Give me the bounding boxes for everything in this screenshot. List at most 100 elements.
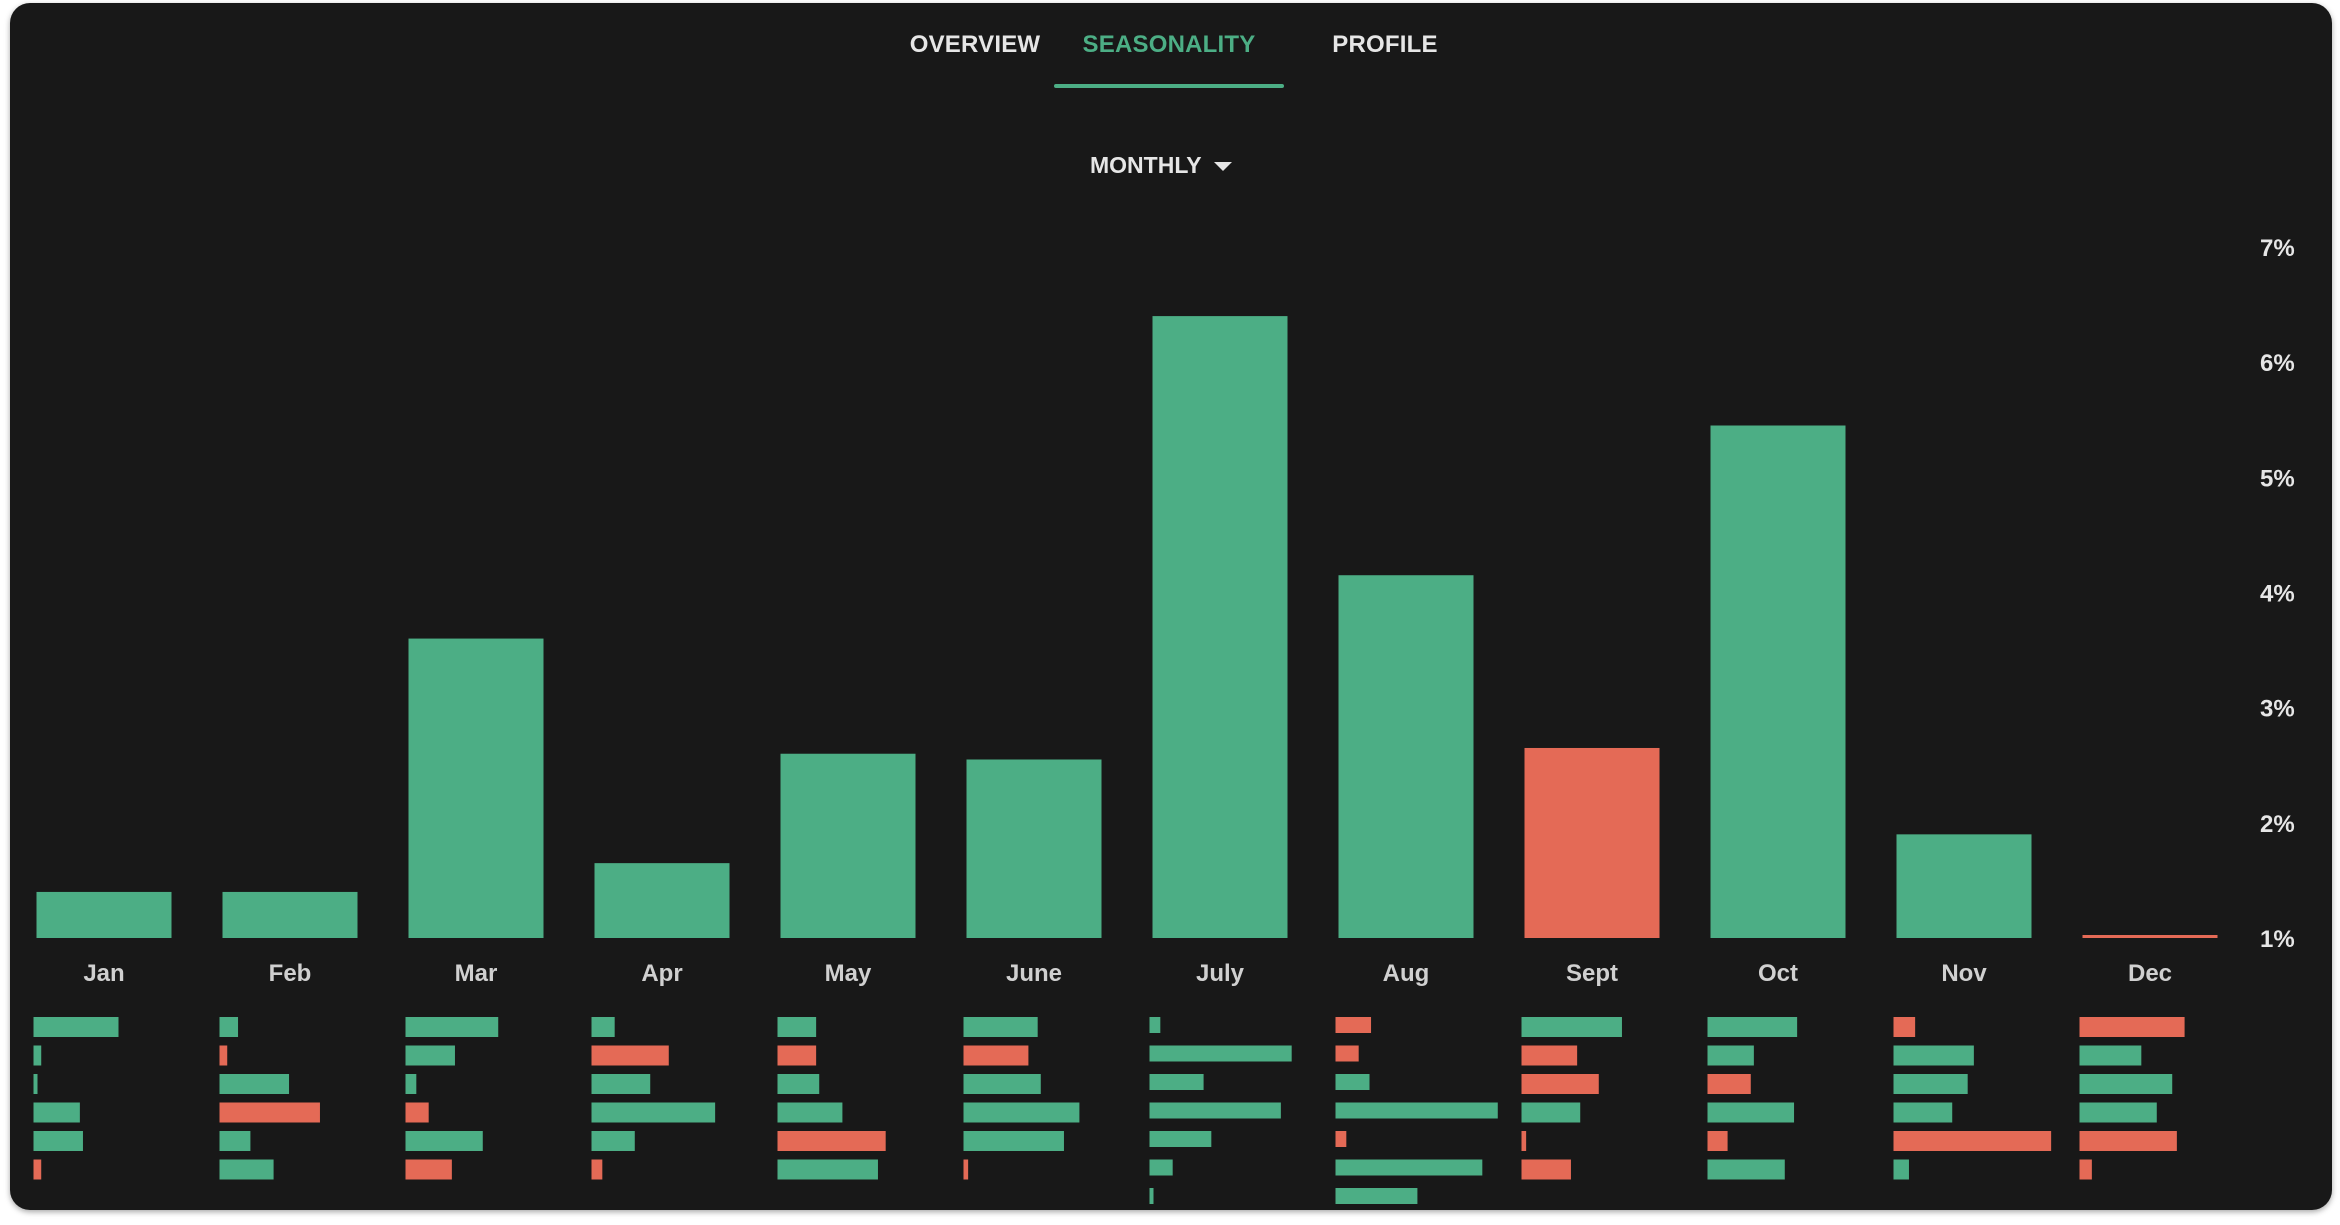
mini-bar-oct xyxy=(1707,1045,1754,1066)
mini-bar-feb xyxy=(219,1159,274,1180)
y-tick-label: 4% xyxy=(2260,581,2295,608)
mini-bar-aug xyxy=(1335,1102,1498,1119)
mini-bar-aug xyxy=(1335,1131,1347,1147)
caret-down-icon xyxy=(1213,162,1232,171)
mini-bar-sept xyxy=(1521,1017,1622,1037)
tab-bar: OVERVIEW SEASONALITY PROFILE xyxy=(10,3,2332,93)
period-dropdown[interactable]: MONTHLY xyxy=(1090,143,1232,187)
mini-bar-nov xyxy=(1893,1131,2052,1151)
x-tick-label: Aug xyxy=(1383,960,1430,987)
active-tab-indicator xyxy=(1054,84,1284,88)
x-tick-label: Nov xyxy=(1941,960,1987,987)
bar-mar[interactable] xyxy=(408,638,544,938)
mini-bar-apr xyxy=(591,1131,635,1151)
mini-bar-mar xyxy=(405,1017,499,1037)
x-tick-label: Jan xyxy=(83,960,124,987)
mini-bar-feb xyxy=(219,1102,320,1123)
mini-bar-sept xyxy=(1521,1045,1578,1066)
mini-bar-dec xyxy=(2079,1074,2173,1094)
x-tick-label: June xyxy=(1006,960,1062,987)
seasonality-chart: 1% 2% 3% 4% 5% 6% 7% Jan Feb Mar Apr May June July Aug… xyxy=(33,235,2295,1204)
mini-bar-oct xyxy=(1707,1159,1785,1180)
mini-bar-nov xyxy=(1893,1102,1953,1123)
y-tick-label: 3% xyxy=(2260,696,2295,723)
mini-bar-july xyxy=(1149,1045,1292,1062)
bar-sept[interactable] xyxy=(1524,747,1660,938)
mini-bar-mar xyxy=(405,1102,429,1123)
mini-bar-aug xyxy=(1335,1188,1418,1204)
mini-bar-jan xyxy=(33,1017,119,1037)
mini-bar-jan xyxy=(33,1045,42,1066)
mini-bar-mar xyxy=(405,1131,483,1151)
mini-bar-feb xyxy=(219,1045,228,1066)
mini-bar-june xyxy=(963,1074,1041,1094)
mini-bar-july xyxy=(1149,1102,1281,1119)
mini-bar-aug xyxy=(1335,1159,1483,1176)
mini-bar-dec xyxy=(2079,1102,2157,1123)
bar-july[interactable] xyxy=(1152,316,1288,939)
mini-bar-sept xyxy=(1521,1159,1571,1180)
x-tick-label: Sept xyxy=(1566,960,1618,987)
mini-bar-jan xyxy=(33,1159,42,1180)
mini-bar-dec xyxy=(2079,1131,2177,1151)
mini-bar-june xyxy=(963,1017,1038,1037)
bar-aug[interactable] xyxy=(1338,575,1474,938)
mini-bar-oct xyxy=(1707,1131,1728,1151)
mini-bar-may xyxy=(777,1159,878,1180)
mini-bar-oct xyxy=(1707,1017,1798,1037)
bar-dec[interactable] xyxy=(2082,935,2218,938)
mini-bar-mar xyxy=(405,1074,417,1094)
mini-bar-apr xyxy=(591,1074,651,1094)
mini-bar-apr xyxy=(591,1017,615,1037)
mini-bar-sept xyxy=(1521,1131,1527,1151)
mini-bar-oct xyxy=(1707,1074,1751,1094)
mini-bar-july xyxy=(1149,1074,1204,1090)
bar-apr[interactable] xyxy=(594,863,730,938)
mini-bar-jan xyxy=(33,1074,38,1094)
mini-bar-july xyxy=(1149,1017,1161,1033)
x-tick-label: May xyxy=(825,960,872,987)
mini-bar-dec xyxy=(2079,1159,2092,1180)
mini-bar-july xyxy=(1149,1131,1212,1147)
tab-profile[interactable]: PROFILE xyxy=(1332,31,1438,58)
period-dropdown-value: MONTHLY xyxy=(1090,151,1202,178)
bar-feb[interactable] xyxy=(222,891,358,938)
bar-oct[interactable] xyxy=(1710,425,1846,939)
mini-bar-june xyxy=(963,1045,1029,1066)
mini-bar-mar xyxy=(405,1045,455,1066)
mini-bar-june xyxy=(963,1131,1064,1151)
mini-bar-sept xyxy=(1521,1102,1581,1123)
mini-bar-feb xyxy=(219,1074,290,1094)
x-tick-label: July xyxy=(1196,960,1245,987)
mini-bar-dec xyxy=(2079,1045,2142,1066)
bar-jan[interactable] xyxy=(36,891,172,938)
mini-bar-aug xyxy=(1335,1074,1370,1090)
x-tick-label: Mar xyxy=(455,960,498,987)
mini-bar-apr xyxy=(591,1045,669,1066)
tab-seasonality[interactable]: SEASONALITY xyxy=(1082,31,1256,58)
mini-bar-mar xyxy=(405,1159,452,1180)
y-tick-label: 5% xyxy=(2260,465,2295,492)
y-tick-label: 1% xyxy=(2260,926,2295,953)
bar-may[interactable] xyxy=(780,753,916,938)
mini-bar-may xyxy=(777,1102,843,1123)
bar-nov[interactable] xyxy=(1896,834,2032,938)
y-tick-label: 7% xyxy=(2260,235,2295,262)
mini-bar-aug xyxy=(1335,1017,1372,1033)
mini-bar-nov xyxy=(1893,1045,1974,1066)
mini-bar-feb xyxy=(219,1017,239,1037)
x-tick-label: Dec xyxy=(2128,960,2172,987)
mini-bar-may xyxy=(777,1131,886,1151)
mini-bar-may xyxy=(777,1045,817,1066)
mini-bar-jan xyxy=(33,1102,80,1123)
tab-overview[interactable]: OVERVIEW xyxy=(909,31,1041,58)
mini-bar-nov xyxy=(1893,1074,1968,1094)
mini-bar-may xyxy=(777,1074,820,1094)
x-tick-label: Feb xyxy=(269,960,312,987)
mini-bar-july xyxy=(1149,1159,1173,1176)
mini-bar-nov xyxy=(1893,1017,1916,1037)
mini-bar-feb xyxy=(219,1131,251,1151)
mini-bar-june xyxy=(963,1102,1080,1123)
seasonality-panel: OVERVIEW SEASONALITY PROFILE MONTHLY 1% 2… xyxy=(10,3,2332,1210)
bar-june[interactable] xyxy=(966,759,1102,938)
